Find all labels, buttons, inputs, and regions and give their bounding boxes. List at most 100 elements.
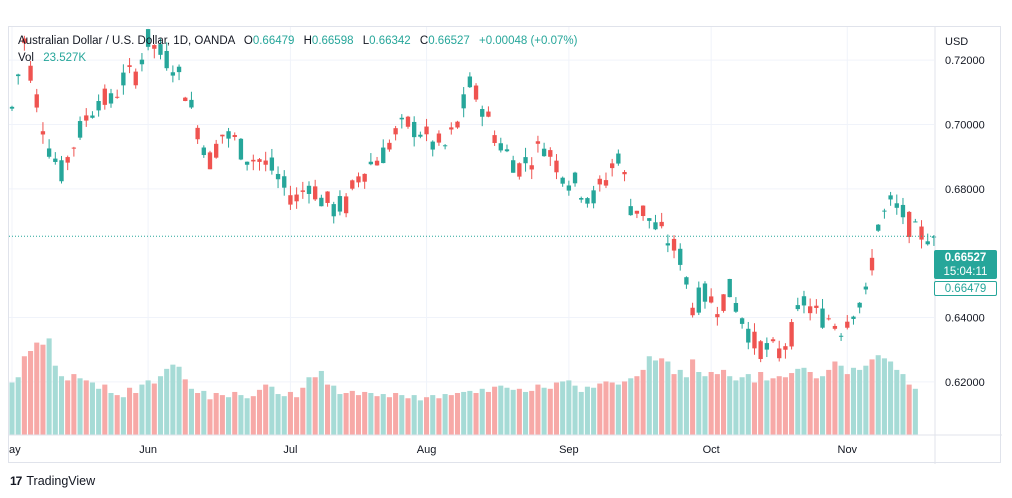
chart-frame[interactable]: USD 0.72000 0.70000 0.68000 0.64000 0.62000 ay… (8, 26, 1002, 464)
candle-body (523, 157, 528, 164)
last-price-value: 0.66527 (944, 252, 987, 264)
volume-bar (349, 390, 355, 435)
volume-bar (374, 396, 380, 435)
volume-bar (250, 396, 256, 435)
volume-bar (157, 376, 164, 435)
candle-body (418, 134, 423, 137)
candle-body (294, 194, 299, 202)
candle-body (733, 302, 739, 312)
y-tick-label: 0.62000 (945, 377, 985, 389)
tradingview-wordmark: TradingView (26, 474, 96, 488)
volume-bar (498, 385, 504, 435)
candle-body (176, 66, 182, 73)
candle-body (498, 143, 503, 151)
candle-body (152, 45, 157, 49)
volume-bar (96, 388, 102, 435)
candle-body (263, 160, 268, 165)
legend-vol-label: Vol (18, 52, 34, 64)
candle-body (158, 44, 163, 55)
candle-body (628, 206, 633, 216)
volume-bar (263, 384, 269, 435)
volume-bar (83, 380, 89, 435)
volume-bar (306, 377, 312, 435)
candle-body (467, 76, 473, 88)
volume-bar (188, 388, 194, 435)
candle-body (28, 65, 33, 81)
candle-body (139, 59, 145, 65)
volume-bar (213, 393, 219, 435)
volume-bar (894, 369, 900, 435)
legend-volume: Vol 23.527K (18, 52, 86, 64)
candle-body (640, 205, 646, 217)
volume-bar (640, 369, 646, 435)
volume-bar (857, 369, 863, 435)
volume-bar (46, 338, 52, 435)
candle-body (164, 50, 169, 69)
volume-bar (758, 372, 764, 435)
candle-body (511, 160, 516, 173)
volume-bar (609, 382, 615, 435)
tradingview-logo-icon: 17 (10, 474, 22, 488)
legend-close-value: 0.66527 (428, 35, 470, 47)
candle-body (269, 157, 275, 171)
candle-body (826, 318, 831, 320)
volume-bar (603, 381, 609, 435)
candle-body (647, 218, 652, 221)
candle-body (616, 153, 621, 164)
volume-bar (411, 395, 417, 435)
volume-bar (58, 376, 65, 435)
candle-body (566, 185, 572, 191)
candle-body (721, 294, 726, 311)
y-tick-label: 0.72000 (945, 55, 985, 67)
price-chart[interactable]: USD 0.72000 0.70000 0.68000 0.64000 0.62000 ay… (9, 27, 1002, 464)
volume-bar (386, 397, 392, 435)
volume-bar (652, 360, 659, 435)
volume-bar (547, 388, 553, 435)
volume-bar (708, 372, 714, 435)
candle-body (313, 186, 318, 200)
volume-bar (832, 361, 838, 435)
candle-body (244, 161, 250, 165)
volume-bar (21, 356, 27, 435)
volume-bar (813, 378, 819, 435)
candle-body (882, 210, 887, 212)
candle-body (919, 226, 924, 240)
candle-body (931, 236, 937, 238)
candle-body (752, 331, 757, 349)
candle-body (560, 177, 565, 184)
volume-bar (560, 381, 566, 435)
candle-body (46, 148, 52, 157)
candle-body (282, 176, 287, 188)
candle-body (40, 131, 46, 135)
volume-bar (448, 395, 454, 435)
currency-label: USD (945, 36, 968, 48)
candle-body (300, 190, 305, 192)
volume-bar (733, 380, 739, 435)
volume-bar (399, 395, 405, 435)
candle-body (678, 248, 683, 265)
candle-body (610, 163, 615, 169)
volume-bar (801, 367, 807, 435)
candle-body (59, 160, 64, 182)
candle-body (207, 152, 213, 170)
candle-body (480, 109, 485, 117)
candle-body (442, 145, 448, 147)
volume-bar (677, 369, 683, 435)
legend-symbol: Australian Dollar / U.S. Dollar, 1D, OAN… (18, 35, 235, 47)
candle-body (603, 180, 609, 186)
tradingview-brand[interactable]: 17 TradingView (10, 472, 95, 490)
candle-body (820, 308, 825, 328)
volume-bar (170, 364, 176, 435)
candle-body (814, 305, 819, 308)
volume-bar (424, 397, 430, 435)
candle-body (863, 286, 869, 290)
y-tick-label: 0.70000 (945, 119, 985, 131)
volume-bar (355, 395, 362, 435)
volume-bar (176, 366, 182, 435)
volume-bar (671, 374, 677, 435)
candle-body (925, 241, 930, 245)
volume-bar (782, 377, 788, 435)
legend-open-label: O (243, 35, 253, 47)
candle-body (845, 321, 850, 328)
candle-body (857, 302, 862, 308)
